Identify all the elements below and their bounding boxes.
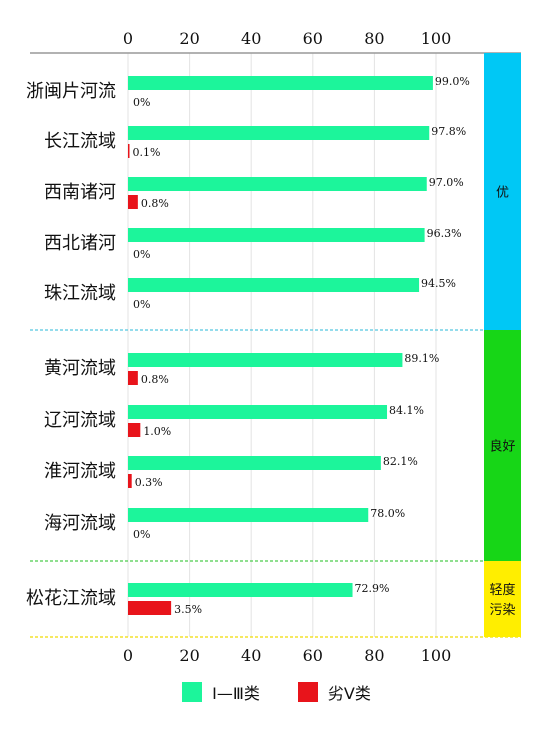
category-label-4: 西北诸河 [44, 233, 116, 254]
bar-class-5-worse-8 [128, 474, 132, 488]
category-label-8: 淮河流域 [44, 461, 116, 482]
value-label-class-5-worse-3: 0.8% [141, 197, 169, 210]
value-label-class-1-3-10: 72.9% [355, 582, 390, 595]
value-label-class-5-worse-6: 0.8% [141, 373, 169, 386]
bar-class-5-worse-7 [128, 423, 141, 437]
value-label-class-1-3-5: 94.5% [421, 277, 456, 290]
category-label-5: 珠江流域 [44, 283, 116, 304]
bar-class-1-3-8 [128, 456, 381, 470]
category-label-2: 长江流域 [44, 131, 116, 152]
bar-class-1-3-3 [128, 177, 427, 191]
bar-class-5-worse-3 [128, 195, 138, 209]
tick-label-bottom-20: 20 [179, 646, 199, 665]
bar-class-5-worse-10 [128, 601, 172, 615]
tick-label-bottom-80: 80 [364, 646, 384, 665]
tick-label-bottom-40: 40 [241, 646, 261, 665]
value-label-class-5-worse-8: 0.3% [135, 476, 163, 489]
value-label-class-1-3-7: 84.1% [389, 404, 424, 417]
value-label-class-1-3-4: 96.3% [427, 227, 462, 240]
quality-band-2 [484, 330, 521, 561]
tick-label-top-60: 60 [303, 29, 323, 48]
quality-band-1 [484, 53, 521, 330]
category-label-6: 黄河流域 [44, 358, 116, 379]
value-label-class-1-3-8: 82.1% [383, 455, 418, 468]
category-label-10: 松花江流域 [26, 588, 116, 609]
quality-band-label-3-2: 污染 [489, 603, 515, 618]
value-label-class-1-3-2: 97.8% [431, 125, 466, 138]
tick-label-top-40: 40 [241, 29, 261, 48]
bar-class-1-3-6 [128, 353, 403, 367]
value-label-class-1-3-3: 97.0% [429, 176, 464, 189]
quality-band-3 [484, 561, 521, 637]
value-label-class-5-worse-9: 0% [133, 528, 150, 541]
value-label-class-5-worse-4: 0% [133, 248, 150, 261]
value-label-class-1-3-6: 89.1% [404, 352, 439, 365]
quality-band-label-3-1: 轻度 [489, 582, 515, 598]
value-label-class-5-worse-5: 0% [133, 298, 150, 311]
legend-swatch-class-5-worse [297, 682, 318, 702]
legend-label-class-1-3: Ⅰ—Ⅲ类 [212, 684, 260, 703]
tick-label-top-0: 0 [123, 29, 133, 48]
value-label-class-5-worse-1: 0% [133, 96, 150, 109]
quality-band-label-1: 优 [496, 186, 509, 201]
bar-class-1-3-4 [128, 228, 425, 242]
bar-class-1-3-7 [128, 405, 388, 419]
bar-class-1-3-5 [128, 278, 420, 292]
category-label-1: 浙闽片河流 [26, 81, 116, 102]
tick-label-top-20: 20 [179, 29, 199, 48]
value-label-class-5-worse-10: 3.5% [174, 603, 202, 616]
legend-swatch-class-1-3 [182, 682, 203, 702]
bar-class-5-worse-2 [128, 144, 130, 158]
tick-label-bottom-0: 0 [123, 646, 133, 665]
value-label-class-1-3-1: 99.0% [435, 75, 470, 88]
category-label-9: 海河流域 [44, 513, 116, 534]
tick-label-bottom-60: 60 [303, 646, 323, 665]
bar-class-1-3-1 [128, 76, 433, 90]
legend-item-class-1-3: Ⅰ—Ⅲ类 [182, 680, 260, 704]
value-label-class-5-worse-7: 1.0% [143, 425, 171, 438]
bar-class-1-3-2 [128, 126, 430, 140]
bar-class-1-3-9 [128, 508, 369, 522]
value-label-class-1-3-9: 78.0% [370, 507, 405, 520]
quality-band-label-2: 良好 [489, 439, 515, 455]
bar-class-5-worse-6 [128, 371, 138, 385]
tick-label-bottom-100: 100 [421, 646, 452, 665]
legend-label-class-5-worse: 劣Ⅴ类 [327, 684, 371, 703]
legend: Ⅰ—Ⅲ类 劣Ⅴ类 [0, 680, 553, 704]
category-label-3: 西南诸河 [44, 182, 116, 203]
tick-label-top-80: 80 [364, 29, 384, 48]
tick-label-top-100: 100 [421, 29, 452, 48]
value-label-class-5-worse-2: 0.1% [133, 146, 161, 159]
bar-class-1-3-10 [128, 583, 353, 597]
legend-item-class-5-worse: 劣Ⅴ类 [297, 680, 371, 704]
category-label-7: 辽河流域 [44, 410, 116, 431]
